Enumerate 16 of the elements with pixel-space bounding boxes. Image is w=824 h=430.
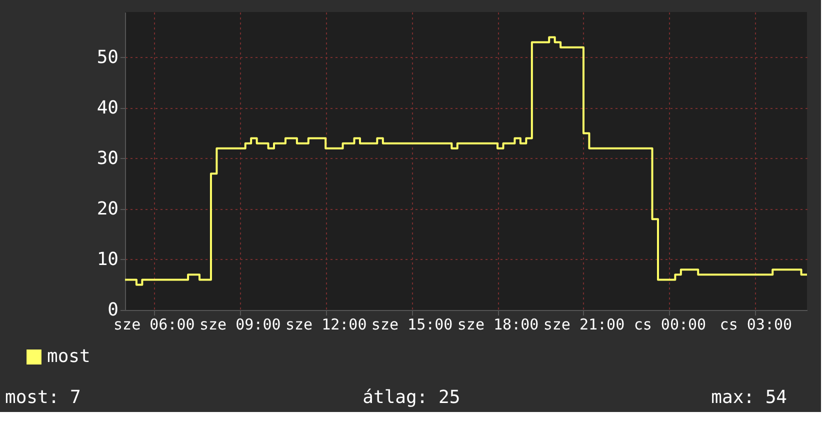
x-tick-label: sze 15:00 <box>371 316 453 334</box>
text: max: 54 <box>711 387 787 408</box>
legend-label: most <box>47 346 90 367</box>
text: most: 7 <box>5 387 81 408</box>
x-tick-label: cs 00:00 <box>634 316 706 334</box>
y-tick-label: 30 <box>96 148 118 169</box>
y-tick-label: 20 <box>96 198 118 220</box>
y-tick-label: 50 <box>96 46 118 68</box>
y-tick-label: 40 <box>96 97 118 118</box>
y-tick-label: 10 <box>96 248 118 270</box>
x-tick-label: sze 21:00 <box>543 316 625 334</box>
x-tick-label: cs 03:00 <box>720 316 792 334</box>
x-tick-label: sze 09:00 <box>199 316 281 334</box>
text: átlag: 25 <box>362 387 460 408</box>
x-tick-label: sze 12:00 <box>285 316 367 334</box>
x-tick-label: sze 18:00 <box>457 316 539 334</box>
